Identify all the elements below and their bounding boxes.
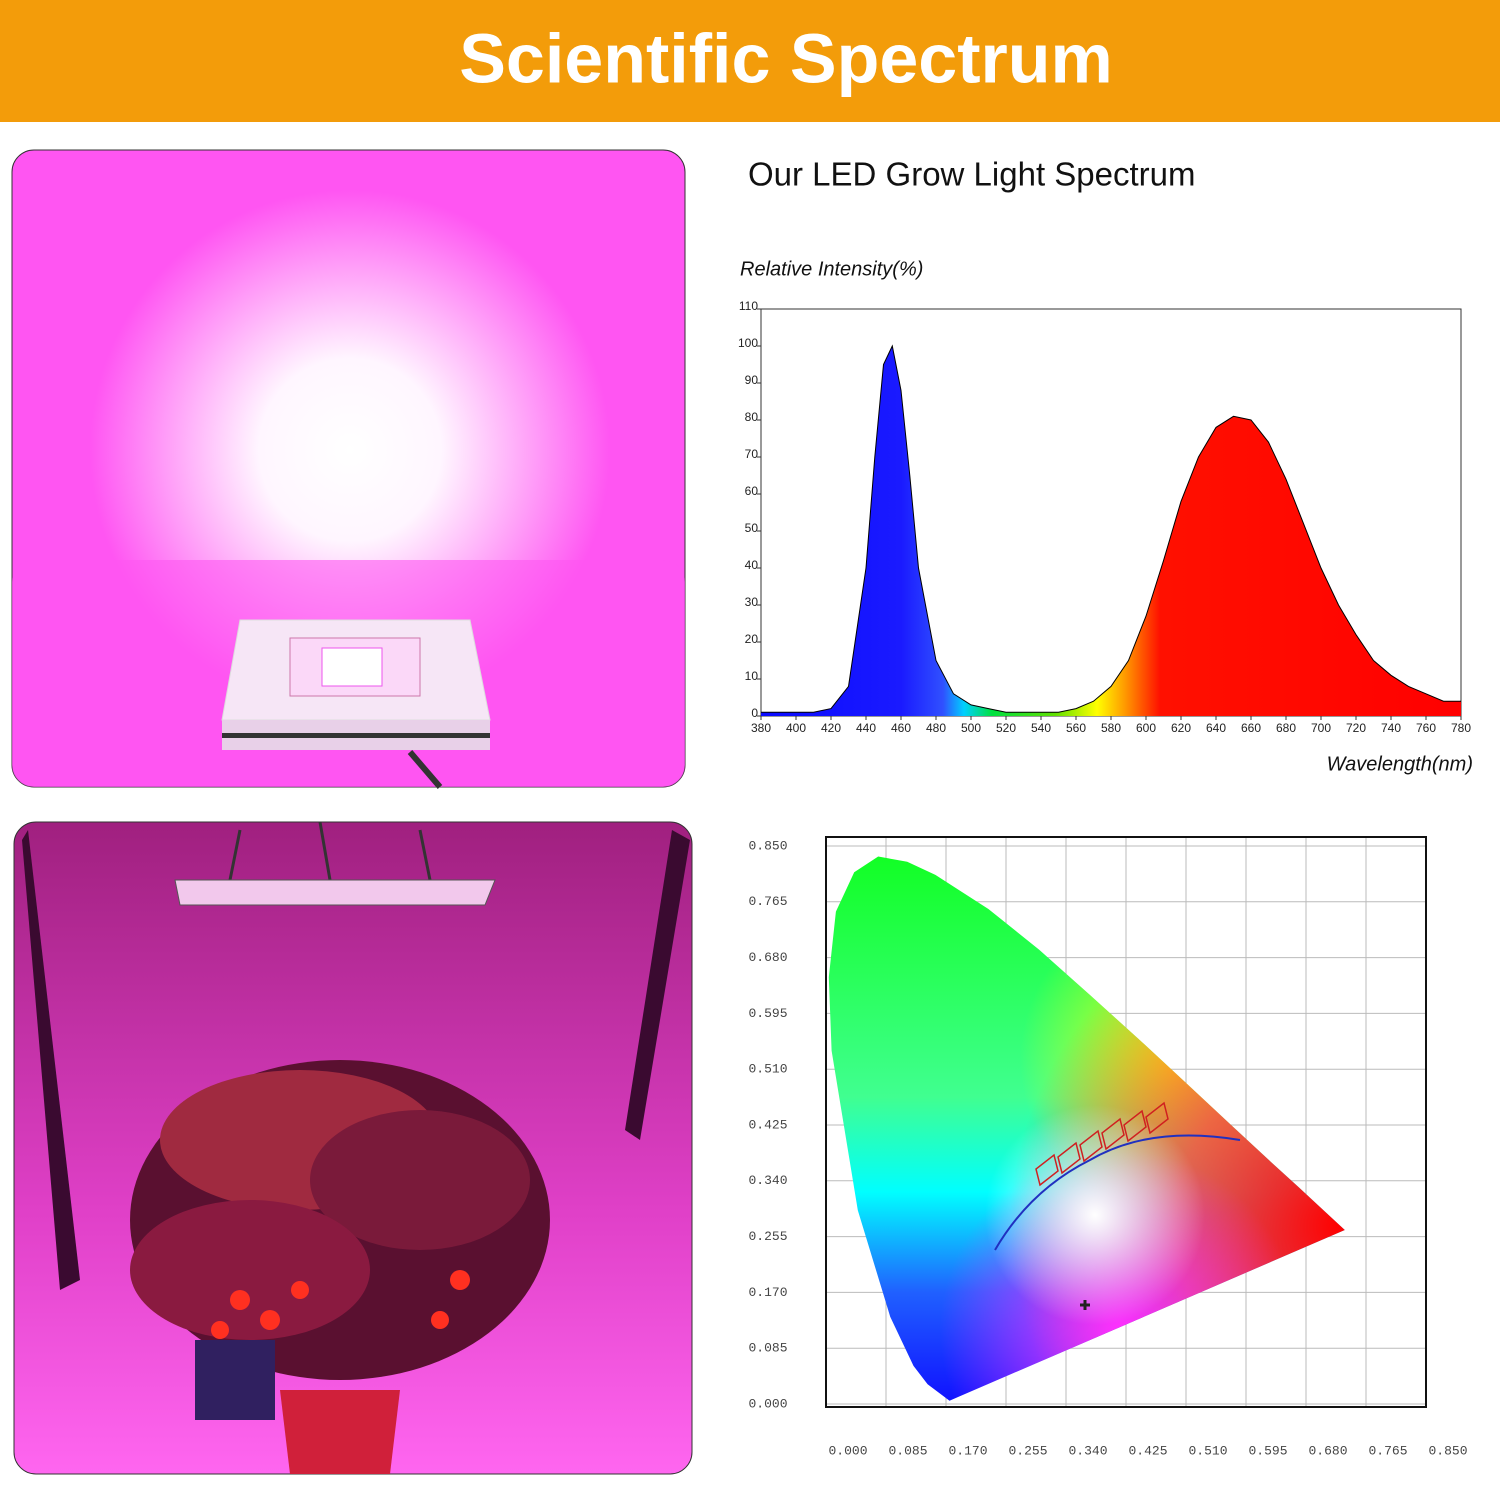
y-tick-label: 50 bbox=[745, 521, 759, 535]
y-tick-label: 0.085 bbox=[748, 1341, 787, 1356]
x-tick-label: 0.680 bbox=[1308, 1443, 1347, 1458]
ansi-box bbox=[1057, 1141, 1081, 1175]
x-tick-label: 640 bbox=[1206, 721, 1226, 735]
x-axis-label: Wavelength(nm) bbox=[1327, 753, 1473, 775]
x-tick-label: 420 bbox=[821, 721, 841, 735]
y-tick-label: 90 bbox=[745, 373, 759, 387]
plant-photo bbox=[13, 821, 693, 1475]
x-tick-label: 780 bbox=[1451, 721, 1471, 735]
x-tick-label: 0.510 bbox=[1188, 1443, 1227, 1458]
x-tick-label: 440 bbox=[856, 721, 876, 735]
x-tick-label: 740 bbox=[1381, 721, 1401, 735]
x-tick-label: 0.000 bbox=[828, 1443, 867, 1458]
x-tick-label: 0.425 bbox=[1128, 1443, 1167, 1458]
x-tick-label: 520 bbox=[996, 721, 1016, 735]
x-tick-label: 0.085 bbox=[888, 1443, 927, 1458]
y-tick-label: 0.340 bbox=[748, 1173, 787, 1188]
y-tick-label: 80 bbox=[745, 410, 759, 424]
y-tick-label: 0.765 bbox=[748, 894, 787, 909]
y-tick-label: 60 bbox=[745, 484, 759, 498]
x-tick-label: 480 bbox=[926, 721, 946, 735]
y-tick-label: 70 bbox=[745, 447, 759, 461]
x-tick-label: 460 bbox=[891, 721, 911, 735]
y-tick-label: 30 bbox=[745, 595, 759, 609]
x-tick-label: 380 bbox=[751, 721, 771, 735]
ansi-box bbox=[1101, 1117, 1125, 1151]
measure-point bbox=[1080, 1300, 1090, 1310]
x-tick-label: 540 bbox=[1031, 721, 1051, 735]
x-tick-label: 720 bbox=[1346, 721, 1366, 735]
y-tick-label: 0.510 bbox=[748, 1062, 787, 1077]
x-tick-label: 400 bbox=[786, 721, 806, 735]
x-tick-label: 0.850 bbox=[1428, 1443, 1467, 1458]
x-tick-label: 500 bbox=[961, 721, 981, 735]
x-tick-label: 760 bbox=[1416, 721, 1436, 735]
y-tick-label: 0.255 bbox=[748, 1229, 787, 1244]
ansi-box bbox=[1079, 1129, 1103, 1163]
plot-frame bbox=[825, 836, 1427, 1408]
ansi-box bbox=[1035, 1153, 1059, 1187]
chart-title: Our LED Grow Light Spectrum bbox=[748, 156, 1196, 193]
x-tick-label: 580 bbox=[1101, 721, 1121, 735]
y-tick-label: 0.170 bbox=[748, 1285, 787, 1300]
x-tick-label: 0.595 bbox=[1248, 1443, 1287, 1458]
y-tick-label: 0.425 bbox=[748, 1117, 787, 1132]
x-tick-label: 600 bbox=[1136, 721, 1156, 735]
y-tick-label: 0.680 bbox=[748, 950, 787, 965]
lamp-photo bbox=[11, 149, 686, 789]
ansi-box bbox=[1123, 1109, 1147, 1143]
y-tick-label: 40 bbox=[745, 558, 759, 572]
y-tick-label: 0.850 bbox=[748, 838, 787, 853]
y-tick-label: 20 bbox=[745, 632, 759, 646]
planckian-locus bbox=[994, 1134, 1241, 1251]
x-tick-label: 660 bbox=[1241, 721, 1261, 735]
y-tick-label: 100 bbox=[738, 336, 758, 350]
cie-chart: 0.000 0.085 0.170 0.255 0.340 0.425 0.510 0.595… bbox=[748, 836, 1468, 1458]
y-tick-label: 110 bbox=[739, 299, 758, 313]
spectrum-chart: Our LED Grow Light Spectrum Relative Int… bbox=[738, 156, 1473, 776]
y-axis-label: Relative Intensity(%) bbox=[740, 258, 923, 280]
x-tick-label: 700 bbox=[1311, 721, 1331, 735]
ansi-box bbox=[1145, 1101, 1169, 1135]
spectrum-line bbox=[761, 344, 1461, 713]
header-title: Scientific Spectrum bbox=[459, 19, 1113, 97]
x-tick-label: 0.255 bbox=[1008, 1443, 1047, 1458]
x-tick-label: 0.340 bbox=[1068, 1443, 1107, 1458]
x-tick-label: 560 bbox=[1066, 721, 1086, 735]
y-tick-label: 0.595 bbox=[748, 1006, 787, 1021]
header-bar bbox=[0, 0, 1500, 122]
y-tick-label: 0 bbox=[751, 706, 758, 720]
spectrum-area bbox=[761, 346, 1461, 716]
y-tick-label: 0.000 bbox=[748, 1396, 787, 1411]
y-tick-label: 10 bbox=[745, 669, 759, 683]
x-tick-label: 680 bbox=[1276, 721, 1296, 735]
x-tick-label: 0.170 bbox=[948, 1443, 987, 1458]
x-tick-label: 620 bbox=[1171, 721, 1191, 735]
x-tick-label: 0.765 bbox=[1368, 1443, 1407, 1458]
